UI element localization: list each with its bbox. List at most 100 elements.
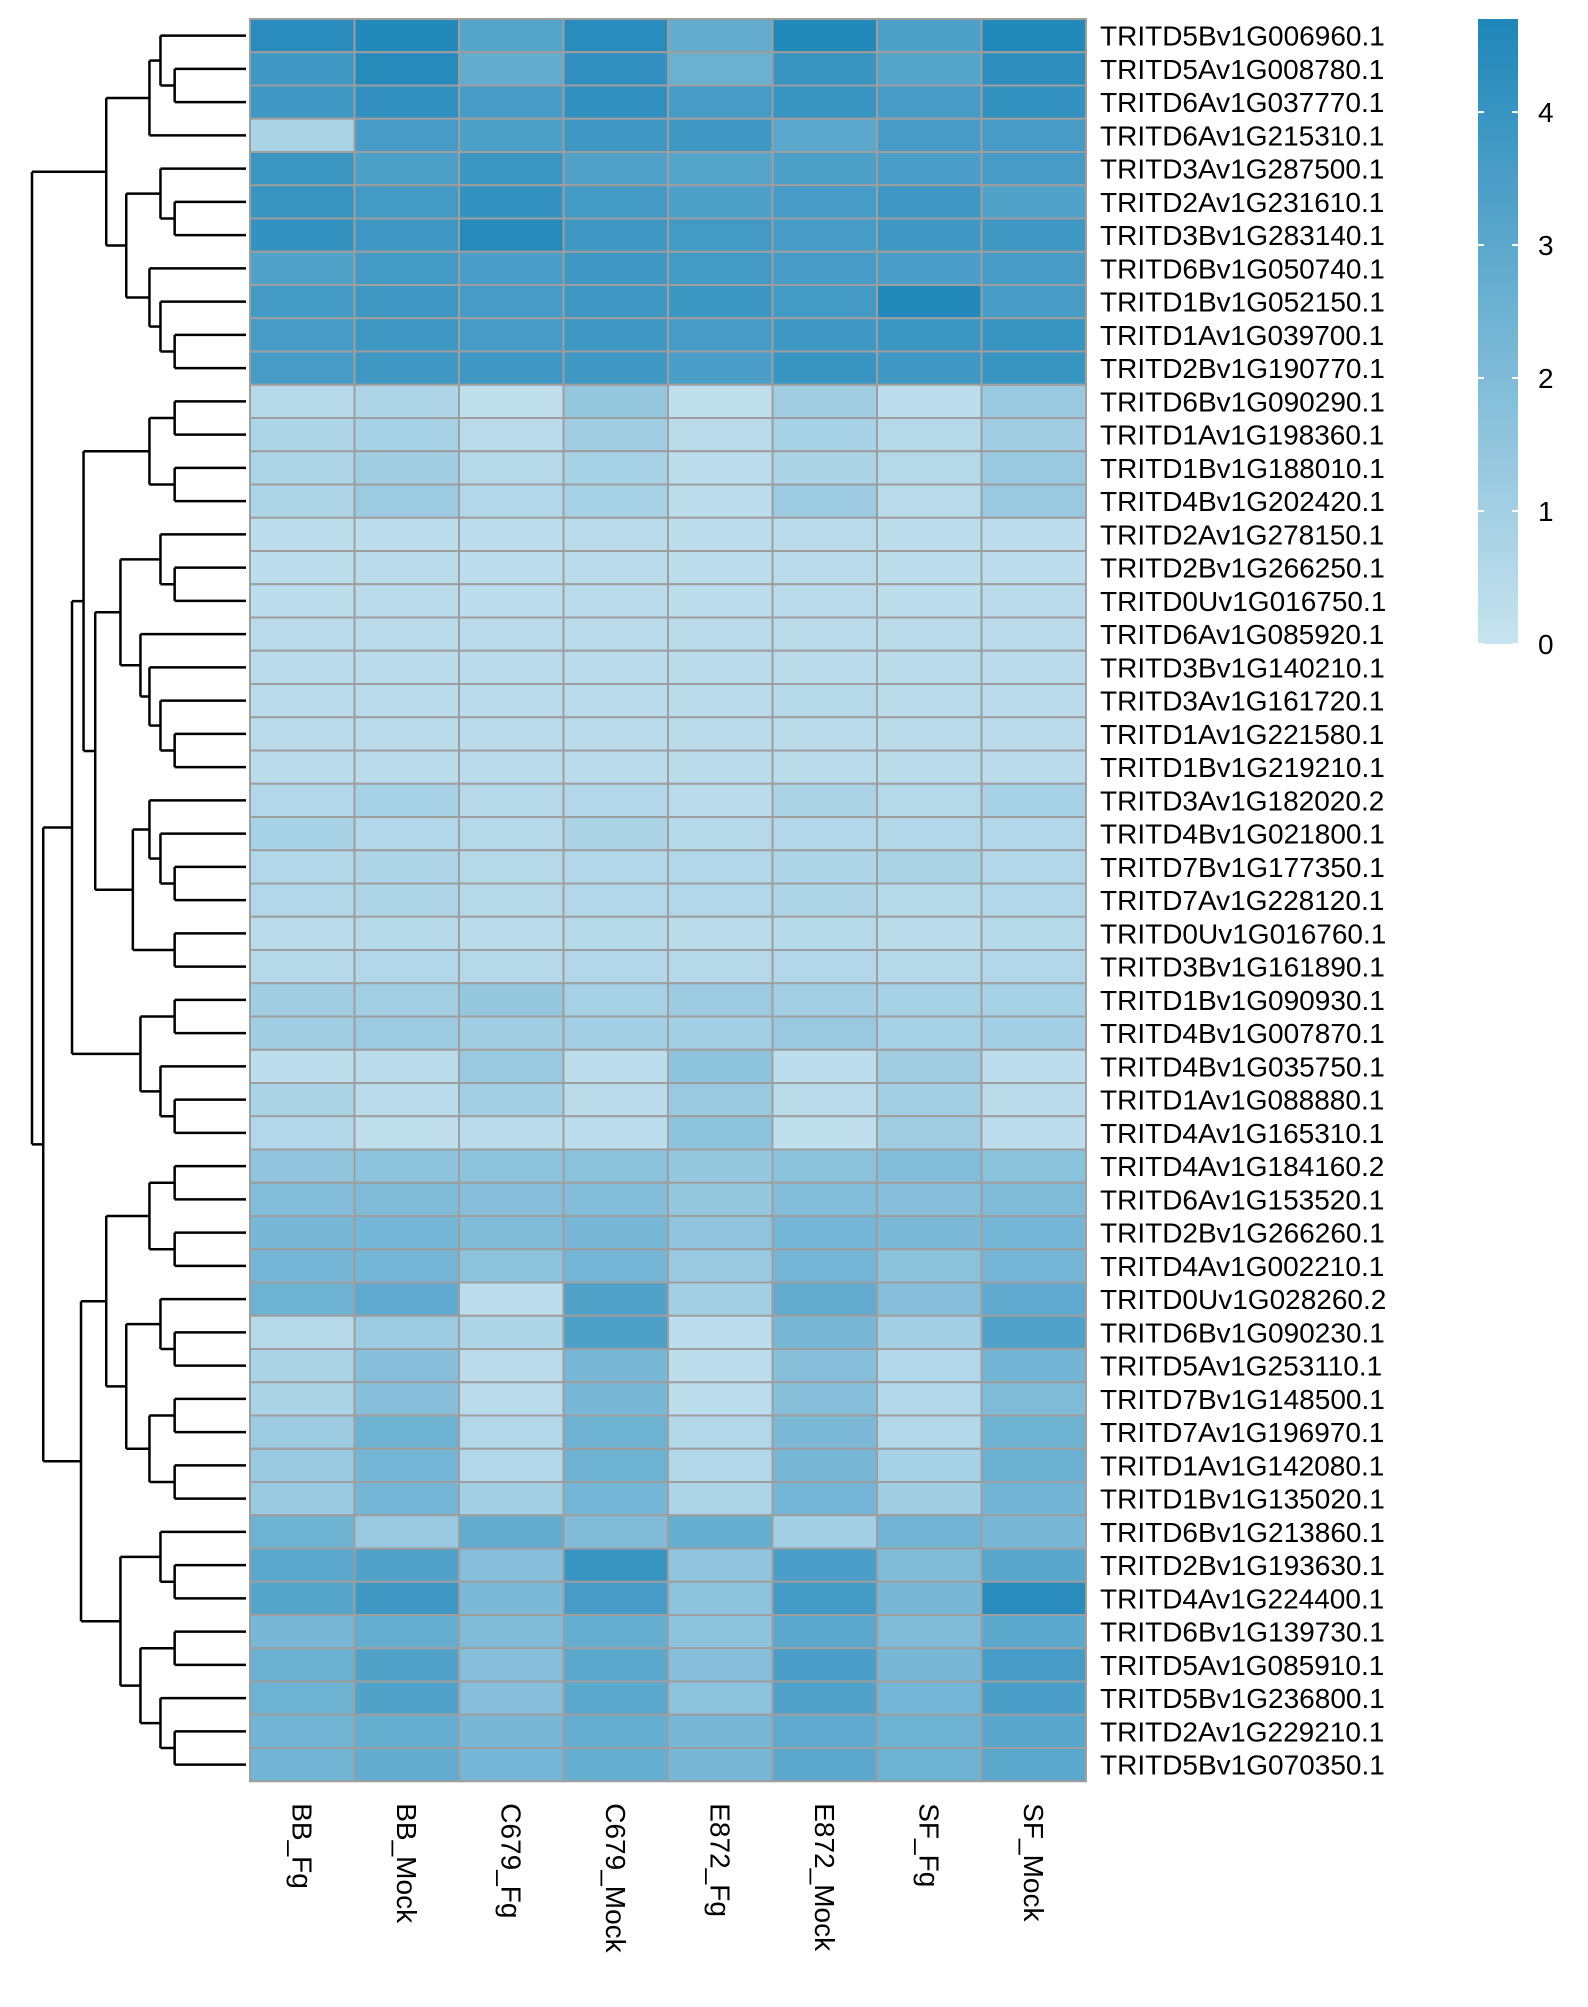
row-label: TRITD1Av1G198360.1 — [1100, 420, 1384, 451]
heatmap-cell — [458, 383, 565, 419]
heatmap-cell — [980, 483, 1087, 519]
heatmap-cell — [667, 1082, 774, 1118]
heatmap-cell — [771, 882, 878, 918]
heatmap-cell — [667, 483, 774, 519]
heatmap-cell — [667, 1115, 774, 1151]
heatmap-cell — [667, 217, 774, 253]
row-label: TRITD0Uv1G016760.1 — [1100, 918, 1386, 949]
heatmap-cell — [458, 1281, 565, 1317]
legend-tick-label: 4 — [1538, 97, 1554, 128]
heatmap-cell — [458, 1713, 565, 1749]
heatmap-cell — [458, 583, 565, 619]
heatmap-cell — [667, 1547, 774, 1583]
heatmap-cell — [458, 1414, 565, 1450]
heatmap-cell — [980, 1514, 1087, 1550]
heatmap-cell — [667, 1215, 774, 1251]
heatmap-cell — [771, 616, 878, 652]
heatmap-cell — [771, 84, 878, 120]
row-label: TRITD1Bv1G188010.1 — [1100, 453, 1385, 484]
heatmap-cell — [771, 782, 878, 818]
heatmap-cell — [353, 616, 460, 652]
heatmap-cell — [249, 84, 356, 120]
heatmap-cell — [667, 1314, 774, 1350]
heatmap-cell — [458, 1348, 565, 1384]
heatmap-cell — [249, 849, 356, 885]
heatmap-cell — [458, 749, 565, 785]
heatmap-cell — [771, 1048, 878, 1084]
row-label: TRITD6Bv1G090230.1 — [1100, 1317, 1385, 1348]
heatmap-cell — [249, 1314, 356, 1350]
heatmap-cell — [562, 250, 669, 286]
heatmap-cell — [667, 151, 774, 187]
heatmap-cell — [876, 583, 983, 619]
heatmap-cell — [249, 1713, 356, 1749]
heatmap-cell — [249, 18, 356, 54]
heatmap-cell — [249, 550, 356, 586]
heatmap-cell — [667, 450, 774, 486]
heatmap-cell — [876, 1381, 983, 1417]
heatmap-cell — [249, 284, 356, 320]
row-label: TRITD6Bv1G090290.1 — [1100, 386, 1385, 417]
heatmap-cell — [562, 284, 669, 320]
heatmap-cell — [667, 184, 774, 220]
heatmap-cell — [249, 1580, 356, 1616]
heatmap-cell — [353, 1514, 460, 1550]
heatmap-cell — [458, 716, 565, 752]
heatmap-cell — [771, 350, 878, 386]
heatmap-cell — [667, 1614, 774, 1650]
heatmap-cell — [876, 1248, 983, 1284]
heatmap-cell — [249, 383, 356, 419]
heatmap-cell — [353, 417, 460, 453]
heatmap-cell — [771, 417, 878, 453]
column-label: C679_Mock — [600, 1803, 631, 1953]
row-label: TRITD1Bv1G135020.1 — [1100, 1484, 1385, 1515]
heatmap-cell — [771, 1414, 878, 1450]
heatmap-cell — [249, 1015, 356, 1051]
heatmap-cell — [876, 849, 983, 885]
heatmap-cell — [667, 1015, 774, 1051]
heatmap-cell — [249, 749, 356, 785]
heatmap-cell — [353, 1115, 460, 1151]
heatmap-cell — [562, 317, 669, 353]
heatmap-cell — [353, 550, 460, 586]
color-legend: 0 1 2 3 4 — [1478, 19, 1554, 660]
heatmap-cell — [771, 1015, 878, 1051]
heatmap-cell — [667, 1580, 774, 1616]
row-label: TRITD1Av1G221580.1 — [1100, 719, 1384, 750]
row-label: TRITD4Av1G184160.2 — [1100, 1151, 1384, 1182]
heatmap-cell — [458, 1314, 565, 1350]
heatmap-cell — [249, 949, 356, 985]
heatmap-cell — [458, 1514, 565, 1550]
heatmap-cell — [771, 1580, 878, 1616]
row-label: TRITD6Av1G215310.1 — [1100, 120, 1384, 151]
heatmap-cell — [353, 982, 460, 1018]
heatmap-cell — [771, 1215, 878, 1251]
heatmap-cell — [876, 1348, 983, 1384]
heatmap-cell — [458, 117, 565, 153]
heatmap-cell — [980, 1447, 1087, 1483]
heatmap-cell — [771, 383, 878, 419]
heatmap-cell — [980, 450, 1087, 486]
heatmap-cell — [667, 1181, 774, 1217]
heatmap-cell — [353, 1647, 460, 1683]
heatmap-cell — [667, 1481, 774, 1517]
heatmap-cell — [353, 1580, 460, 1616]
heatmap-cell — [980, 516, 1087, 552]
heatmap-cell — [876, 117, 983, 153]
row-label: TRITD5Bv1G236800.1 — [1100, 1683, 1385, 1714]
heatmap-cell — [249, 1048, 356, 1084]
heatmap-cell — [667, 516, 774, 552]
heatmap-cell — [667, 1281, 774, 1317]
heatmap-cell — [458, 649, 565, 685]
row-label: TRITD6Av1G085920.1 — [1100, 619, 1384, 650]
heatmap-cell — [458, 882, 565, 918]
heatmap-cell — [249, 1614, 356, 1650]
heatmap-cell — [353, 1614, 460, 1650]
heatmap-cell — [249, 450, 356, 486]
heatmap-cell — [980, 1015, 1087, 1051]
heatmap-cell — [353, 450, 460, 486]
heatmap-cell — [458, 1481, 565, 1517]
heatmap-cell — [876, 1647, 983, 1683]
heatmap-cell — [980, 1414, 1087, 1450]
